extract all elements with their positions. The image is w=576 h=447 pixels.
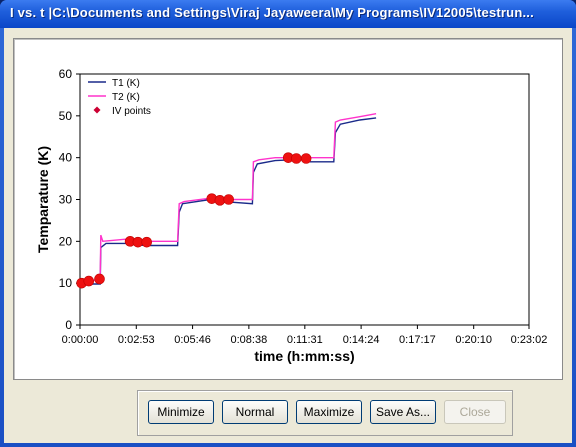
save-as-button[interactable]: Save As... [370, 400, 436, 424]
x-tick-label: 0:14:24 [343, 334, 380, 346]
minimize-button[interactable]: Minimize [148, 400, 214, 424]
window-client-area: 0 10 20 30 40 50 60 0:00:00 0:02:53 0:05:46 0:08:3… [4, 28, 572, 443]
x-axis-label: time (h:mm:ss) [254, 348, 354, 364]
x-tick-label: 0:20:10 [455, 334, 492, 346]
iv-point [291, 153, 302, 164]
maximize-button[interactable]: Maximize [296, 400, 362, 424]
button-bar: Minimize Normal Maximize Save As... Clos… [137, 390, 513, 436]
iv-point [223, 194, 234, 205]
y-tick-label: 0 [65, 318, 72, 332]
iv-point [300, 153, 312, 164]
y-tick-label: 50 [59, 109, 73, 123]
x-tick-label: 0:08:38 [231, 334, 268, 346]
window-title: I vs. t |C:\Documents and Settings\Viraj… [10, 5, 534, 20]
x-tick-label: 0:23:02 [511, 334, 548, 346]
iv-point [214, 195, 226, 206]
x-tick-label: 0:00:00 [62, 334, 99, 346]
iv-point [83, 275, 95, 287]
x-tick-label: 0:17:17 [399, 334, 436, 346]
title-bar[interactable]: I vs. t |C:\Documents and Settings\Viraj… [0, 0, 576, 28]
iv-point [94, 273, 105, 285]
x-tick-label: 0:11:31 [287, 334, 323, 346]
y-tick-label: 30 [59, 193, 73, 207]
iv-point [141, 236, 152, 248]
y-axis-label: Temparature (K) [35, 146, 51, 253]
legend-label-iv: IV points [112, 106, 151, 117]
legend-label-2: T2 (K) [112, 92, 140, 103]
y-tick-label: 20 [59, 234, 73, 248]
normal-button[interactable]: Normal [222, 400, 288, 424]
y-tick-label: 40 [59, 151, 73, 165]
plot-panel: 0 10 20 30 40 50 60 0:00:00 0:02:53 0:05:46 0:08:3… [13, 38, 563, 380]
y-tick-label: 10 [59, 276, 73, 290]
legend-label-1: T1 (K) [112, 78, 140, 89]
x-tick-label: 0:05:46 [174, 334, 211, 346]
y-tick-label: 60 [59, 67, 73, 81]
close-button: Close [444, 400, 506, 424]
x-tick-label: 0:02:53 [118, 334, 155, 346]
temperature-time-chart: 0 10 20 30 40 50 60 0:00:00 0:02:53 0:05:46 0:08:3… [35, 67, 548, 364]
legend-marker-iv [93, 106, 101, 114]
